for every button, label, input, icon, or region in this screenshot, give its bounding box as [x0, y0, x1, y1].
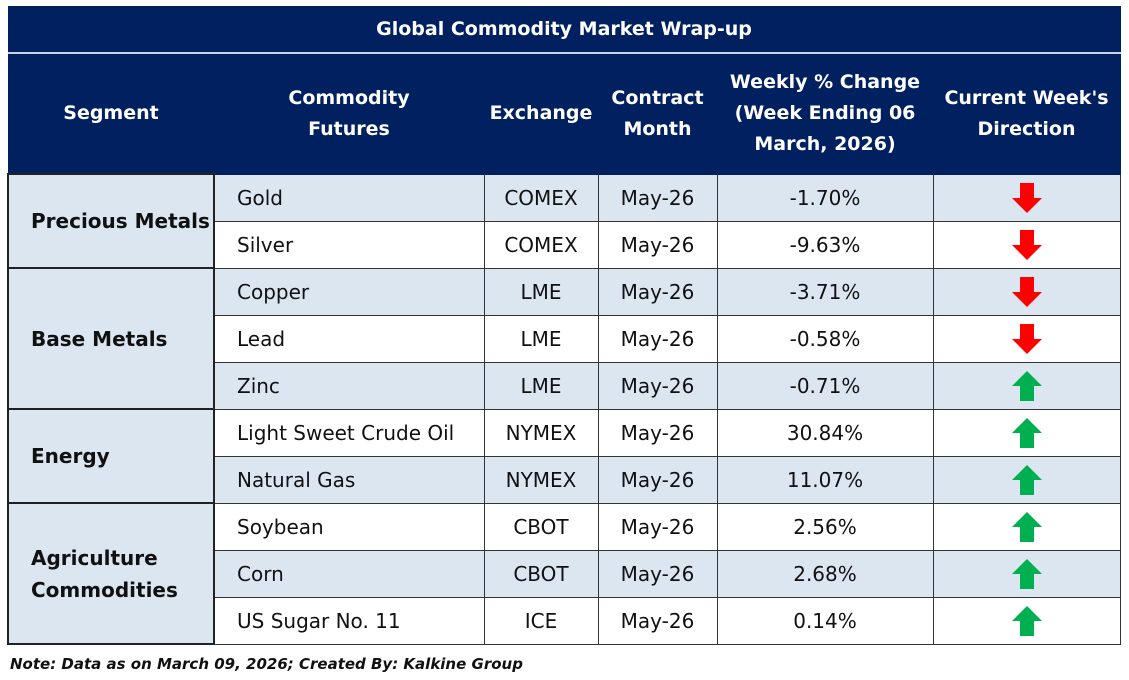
exchange-cell: LME	[483, 361, 599, 410]
footnote: Note: Data as on March 09, 2026; Created…	[10, 655, 523, 673]
header-commodity: Commodity Futures	[213, 52, 485, 175]
commodity-cell: Soybean	[213, 502, 485, 551]
arrow-up-icon	[1011, 605, 1042, 636]
table-row: Lead LME May-26 -0.58%	[8, 314, 1121, 363]
contract-month-cell: May-26	[597, 361, 718, 410]
direction-cell	[932, 408, 1121, 457]
direction-cell	[932, 173, 1121, 222]
header-direction: Current Week's Direction	[932, 52, 1121, 175]
weekly-change-cell: 2.56%	[716, 502, 934, 551]
table-row: Agriculture Commodities Soybean CBOT May-2…	[7, 502, 1121, 645]
contract-month-cell: May-26	[597, 502, 718, 551]
commodity-table: Global Commodity Market Wrap-up Segment …	[7, 6, 1121, 645]
commodity-cell: Silver	[213, 220, 485, 269]
exchange-cell: NYMEX	[483, 408, 599, 457]
commodity-cell: Zinc	[213, 361, 485, 410]
weekly-change-cell: -0.58%	[716, 314, 934, 363]
contract-month-cell: May-26	[597, 408, 718, 457]
arrow-up-icon	[1011, 417, 1042, 448]
commodity-cell: Gold	[213, 173, 485, 222]
table-row: Precious Metals Gold COMEX May-26 -1.70%	[7, 173, 1121, 269]
header-row: Segment Commodity Futures Exchange Contra…	[7, 52, 1121, 175]
header-weekly-change: Weekly % Change (Week Ending 06 March, 202…	[716, 52, 934, 175]
direction-cell	[932, 455, 1121, 504]
table-title: Global Commodity Market Wrap-up	[7, 6, 1121, 54]
arrow-up-icon	[1011, 370, 1042, 401]
commodity-cell: Copper	[213, 267, 485, 316]
weekly-change-cell: 0.14%	[716, 596, 934, 645]
exchange-cell: COMEX	[483, 220, 599, 269]
exchange-cell: NYMEX	[483, 455, 599, 504]
commodity-cell: Light Sweet Crude Oil	[213, 408, 485, 457]
arrow-down-icon	[1011, 276, 1042, 307]
exchange-cell: ICE	[483, 596, 599, 645]
direction-cell	[932, 502, 1121, 551]
direction-cell	[932, 596, 1121, 645]
weekly-change-cell: -1.70%	[716, 173, 934, 222]
arrow-up-icon	[1011, 511, 1042, 542]
contract-month-cell: May-26	[597, 267, 718, 316]
weekly-change-cell: -9.63%	[716, 220, 934, 269]
direction-cell	[932, 549, 1121, 598]
header-contract-month: Contract Month	[597, 52, 718, 175]
direction-cell	[932, 314, 1121, 363]
table-row: US Sugar No. 11 ICE May-26 0.14%	[8, 596, 1121, 645]
header-segment: Segment	[7, 52, 215, 175]
segment-cell: Agriculture Commodities	[7, 502, 215, 645]
contract-month-cell: May-26	[597, 549, 718, 598]
arrow-down-icon	[1011, 323, 1042, 354]
table-row: Corn CBOT May-26 2.68%	[8, 549, 1121, 598]
weekly-change-cell: -0.71%	[716, 361, 934, 410]
direction-cell	[932, 361, 1121, 410]
weekly-change-cell: -3.71%	[716, 267, 934, 316]
contract-month-cell: May-26	[597, 314, 718, 363]
weekly-change-cell: 2.68%	[716, 549, 934, 598]
contract-month-cell: May-26	[597, 455, 718, 504]
exchange-cell: CBOT	[483, 549, 599, 598]
direction-cell	[932, 220, 1121, 269]
contract-month-cell: May-26	[597, 173, 718, 222]
arrow-up-icon	[1011, 464, 1042, 495]
exchange-cell: COMEX	[483, 173, 599, 222]
commodity-cell: Natural Gas	[213, 455, 485, 504]
arrow-up-icon	[1011, 558, 1042, 589]
commodity-cell: Lead	[213, 314, 485, 363]
contract-month-cell: May-26	[597, 220, 718, 269]
direction-cell	[932, 267, 1121, 316]
exchange-cell: LME	[483, 314, 599, 363]
table-row: Natural Gas NYMEX May-26 11.07%	[8, 455, 1121, 504]
arrow-down-icon	[1011, 182, 1042, 213]
table-row: Energy Light Sweet Crude Oil NYMEX May-26…	[7, 408, 1121, 504]
exchange-cell: CBOT	[483, 502, 599, 551]
segment-cell: Energy	[7, 408, 215, 504]
segment-cell: Base Metals	[7, 267, 215, 410]
weekly-change-cell: 30.84%	[716, 408, 934, 457]
header-exchange: Exchange	[483, 52, 599, 175]
exchange-cell: LME	[483, 267, 599, 316]
arrow-down-icon	[1011, 229, 1042, 260]
commodity-cell: Corn	[213, 549, 485, 598]
commodity-cell: US Sugar No. 11	[213, 596, 485, 645]
contract-month-cell: May-26	[597, 596, 718, 645]
segment-cell: Precious Metals	[7, 173, 215, 269]
table-row: Base Metals Copper LME May-26 -3.71%	[7, 267, 1121, 410]
weekly-change-cell: 11.07%	[716, 455, 934, 504]
